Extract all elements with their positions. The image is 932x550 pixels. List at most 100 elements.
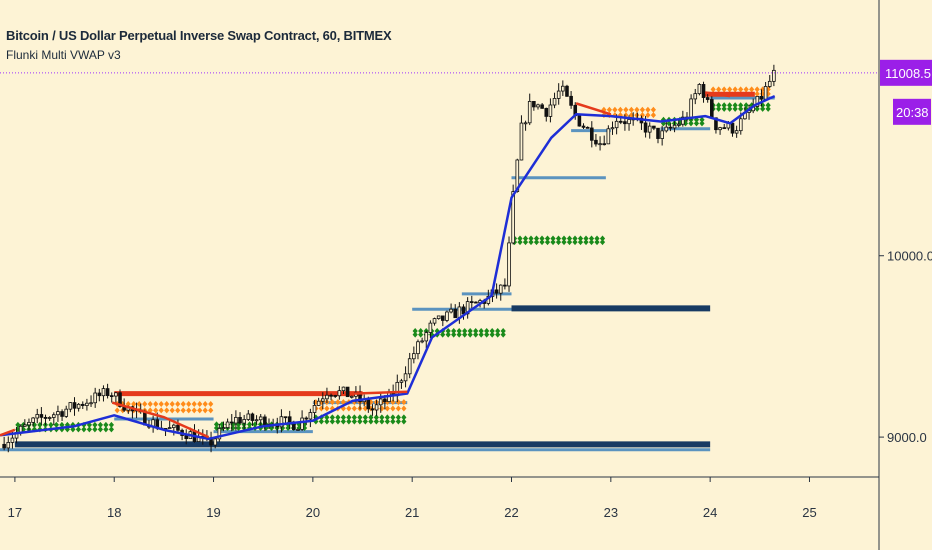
candle-body[interactable] [325,394,329,400]
candle-body[interactable] [27,421,31,426]
candle-body[interactable] [35,414,40,419]
candle-body[interactable] [581,125,586,128]
candle-body[interactable] [664,126,669,132]
candle-body[interactable] [43,416,48,419]
candle-body[interactable] [511,191,515,244]
candle-body[interactable] [10,437,15,443]
candle-body[interactable] [176,424,180,431]
candle-body[interactable] [399,380,404,383]
candle-body[interactable] [515,159,520,193]
candle-body[interactable] [184,435,189,440]
candle-body[interactable] [221,427,226,429]
candle-body[interactable] [652,125,656,129]
candle-body[interactable] [676,123,681,126]
candle-body[interactable] [759,95,764,100]
candle-body[interactable] [374,404,379,411]
candle-body[interactable] [304,417,309,420]
candle-body[interactable] [689,98,693,118]
indicator-label[interactable]: Flunki Multi VWAP v3 [6,48,121,62]
candle-body[interactable] [519,122,524,161]
candle-body[interactable] [722,127,727,130]
candle-body[interactable] [64,408,69,417]
candle-body[interactable] [441,315,445,321]
candle-body[interactable] [114,392,118,397]
candle-body[interactable] [287,416,292,423]
candle-body[interactable] [552,98,557,106]
plot-area[interactable] [0,64,879,453]
candle-body[interactable] [556,90,561,99]
candle-body[interactable] [660,130,664,139]
candle-body[interactable] [407,358,412,375]
candle-body[interactable] [345,386,350,398]
candle-body[interactable] [697,84,702,95]
candle-body[interactable] [31,417,35,423]
candle-body[interactable] [602,143,607,146]
candle-body[interactable] [225,421,230,428]
candle-body[interactable] [540,104,544,109]
candle-body[interactable] [68,402,73,410]
candle-body[interactable] [610,127,615,130]
candle-body[interactable] [341,386,346,392]
candle-body[interactable] [300,417,304,430]
candle-body[interactable] [6,442,11,449]
candle-body[interactable] [101,388,106,397]
candle-body[interactable] [544,107,549,117]
candle-body[interactable] [701,84,706,98]
candle-body[interactable] [647,125,652,133]
candle-body[interactable] [532,101,536,108]
candle-body[interactable] [172,424,176,428]
candle-body[interactable] [474,301,478,304]
candle-body[interactable] [403,373,408,382]
candle-body[interactable] [767,80,772,87]
candle-body[interactable] [681,116,685,125]
candle-body[interactable] [734,130,739,134]
candle-body[interactable] [436,315,441,319]
candle-body[interactable] [494,289,499,294]
candle-body[interactable] [503,284,507,287]
candle-body[interactable] [308,412,313,420]
candle-body[interactable] [656,127,660,139]
candle-body[interactable] [242,419,246,424]
candle-body[interactable] [618,120,623,123]
candle-body[interactable] [523,122,528,125]
candle-body[interactable] [763,86,768,100]
candle-body[interactable] [594,139,598,145]
candle-body[interactable] [577,115,582,127]
time-axis[interactable]: 17 18 19 20 21 22 23 24 25 [8,477,817,520]
candle-body[interactable] [672,124,677,129]
candle-body[interactable] [606,128,611,145]
candle-body[interactable] [449,308,453,313]
candle-body[interactable] [238,416,242,424]
candle-body[interactable] [416,341,420,355]
candle-body[interactable] [705,97,710,100]
candle-body[interactable] [234,416,238,424]
candle-body[interactable] [250,413,255,421]
candle-body[interactable] [548,104,553,117]
candle-body[interactable] [89,402,93,405]
candle-body[interactable] [424,332,429,342]
candle-body[interactable] [213,438,217,446]
candle-body[interactable] [283,416,288,419]
candle-body[interactable] [412,353,416,360]
candle-body[interactable] [383,398,387,403]
candle-body[interactable] [229,421,234,424]
candle-body[interactable] [693,93,698,100]
price-axis[interactable]: 10000.0 9000.0 11008.5 20:38 [879,59,932,445]
candle-body[interactable] [469,301,474,303]
candle-body[interactable] [755,95,760,107]
candle-body[interactable] [56,411,60,416]
candle-body[interactable] [668,126,673,129]
candle-body[interactable] [561,85,565,92]
candle-body[interactable] [730,122,735,134]
candle-body[interactable] [738,118,743,132]
candle-body[interactable] [569,95,573,106]
candle-body[interactable] [2,443,6,449]
candle-body[interactable] [718,127,722,131]
candle-body[interactable] [428,322,433,333]
candle-body[interactable] [109,395,114,398]
candle-body[interactable] [710,99,714,119]
candle-body[interactable] [217,428,222,440]
candle-body[interactable] [536,104,540,108]
candle-body[interactable] [23,424,27,427]
